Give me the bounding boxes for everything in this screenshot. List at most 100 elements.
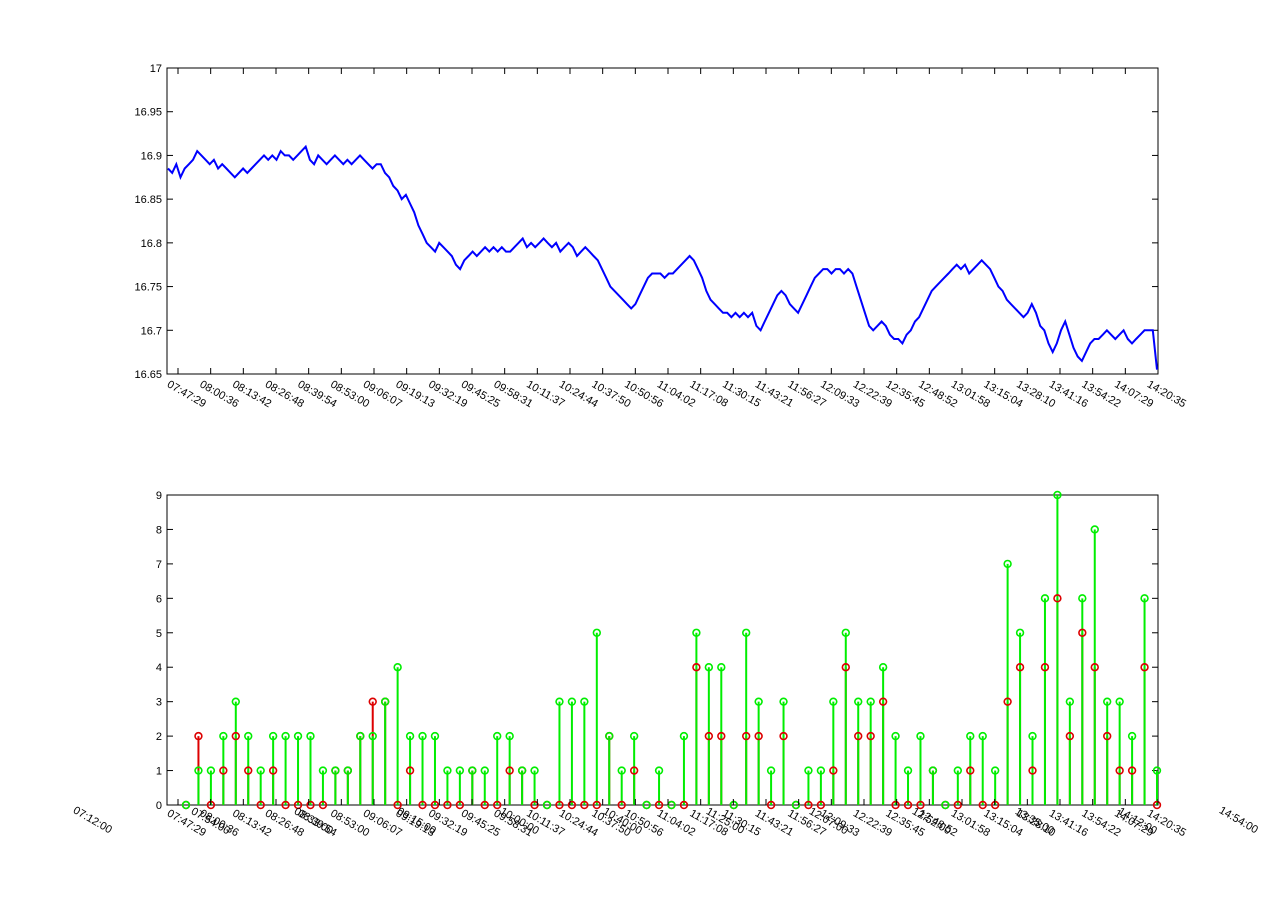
- red-marker: [1028, 766, 1037, 775]
- green-marker: [567, 697, 577, 706]
- price-y-ticks: 16.65 16.7 16.75 16.8 16.85 16.9 16.95 17: [134, 63, 1158, 381]
- volume-y-ticks: 0 1 2 3 4 5 6 7 8 9: [156, 490, 1158, 812]
- x-limit-label-right: 14:54:00: [1217, 804, 1260, 836]
- y-tick-label: 7: [156, 559, 162, 571]
- green-marker: [194, 766, 203, 775]
- green-marker: [804, 766, 813, 775]
- y-tick-label: 16.8: [141, 238, 162, 250]
- y-tick-label: 0: [156, 800, 162, 812]
- red-marker: [1115, 766, 1124, 775]
- price-plot-area: [166, 67, 1159, 375]
- green-marker: [1103, 697, 1112, 706]
- green-marker: [854, 697, 863, 706]
- red-marker: [393, 800, 402, 810]
- green-marker: [1065, 697, 1075, 706]
- green-marker: [480, 766, 489, 775]
- green-marker: [829, 697, 838, 706]
- red-marker: [318, 800, 328, 810]
- green-marker: [916, 731, 925, 741]
- x-limit-label-left: 07:12:00: [71, 804, 114, 836]
- red-marker: [592, 800, 602, 810]
- y-tick-label: 17: [150, 63, 162, 75]
- green-marker: [405, 731, 415, 741]
- red-marker: [480, 800, 489, 810]
- volume-stems: [181, 490, 1162, 810]
- green-marker: [1078, 594, 1087, 603]
- red-marker: [555, 800, 564, 810]
- green-marker: [455, 766, 465, 775]
- red-marker: [916, 800, 925, 810]
- green-marker: [380, 697, 390, 706]
- green-marker: [941, 800, 950, 810]
- green-marker: [779, 697, 788, 706]
- green-marker: [1053, 490, 1062, 500]
- green-marker: [530, 766, 539, 775]
- green-marker: [679, 731, 689, 741]
- y-tick-label: 8: [156, 524, 162, 536]
- red-marker: [1140, 663, 1149, 672]
- green-marker: [928, 766, 938, 775]
- green-marker: [878, 663, 888, 672]
- red-marker: [1003, 697, 1012, 706]
- green-marker: [766, 766, 776, 775]
- red-marker: [617, 800, 626, 810]
- red-marker: [256, 800, 265, 810]
- red-marker: [978, 800, 987, 810]
- green-marker: [580, 697, 589, 706]
- y-tick-label: 2: [156, 731, 162, 743]
- red-marker: [966, 766, 975, 775]
- green-marker: [629, 731, 639, 741]
- red-marker: [903, 800, 913, 810]
- red-marker: [268, 766, 278, 775]
- red-marker: [754, 731, 763, 741]
- green-marker: [244, 731, 253, 741]
- green-marker: [331, 766, 340, 775]
- green-marker: [654, 766, 664, 775]
- y-tick-label: 4: [156, 662, 162, 674]
- green-marker: [1152, 766, 1162, 775]
- red-marker: [692, 663, 701, 672]
- red-marker: [841, 663, 850, 672]
- red-marker: [530, 800, 539, 810]
- green-marker: [542, 800, 552, 810]
- green-marker: [1127, 731, 1137, 741]
- red-marker: [804, 800, 813, 810]
- green-marker: [605, 731, 614, 741]
- red-marker: [1053, 594, 1062, 603]
- green-marker: [368, 731, 377, 741]
- red-marker: [704, 731, 714, 741]
- red-marker: [717, 731, 726, 741]
- green-marker: [891, 731, 900, 741]
- green-marker: [256, 766, 265, 775]
- red-marker: [816, 800, 826, 810]
- red-marker: [231, 731, 240, 741]
- green-marker: [903, 766, 913, 775]
- red-marker: [654, 800, 664, 810]
- red-marker: [418, 800, 427, 810]
- y-tick-label: 16.7: [141, 325, 162, 337]
- red-marker: [405, 766, 415, 775]
- green-marker: [704, 663, 714, 672]
- green-marker: [306, 731, 315, 741]
- green-marker: [468, 766, 477, 775]
- red-marker: [443, 800, 452, 810]
- green-marker: [953, 766, 963, 775]
- green-marker: [418, 731, 427, 741]
- green-marker: [517, 766, 527, 775]
- green-marker: [990, 766, 1000, 775]
- green-marker: [1028, 731, 1037, 741]
- red-marker: [194, 731, 203, 741]
- green-marker: [356, 731, 365, 741]
- red-marker: [953, 800, 963, 810]
- green-marker: [1003, 559, 1012, 569]
- green-marker: [1015, 628, 1025, 637]
- green-marker: [1115, 697, 1124, 706]
- y-tick-label: 16.65: [134, 369, 162, 381]
- green-marker: [493, 731, 502, 741]
- y-tick-label: 1: [156, 766, 162, 778]
- y-tick-label: 16.95: [134, 107, 162, 119]
- green-marker: [318, 766, 328, 775]
- green-marker: [505, 731, 514, 741]
